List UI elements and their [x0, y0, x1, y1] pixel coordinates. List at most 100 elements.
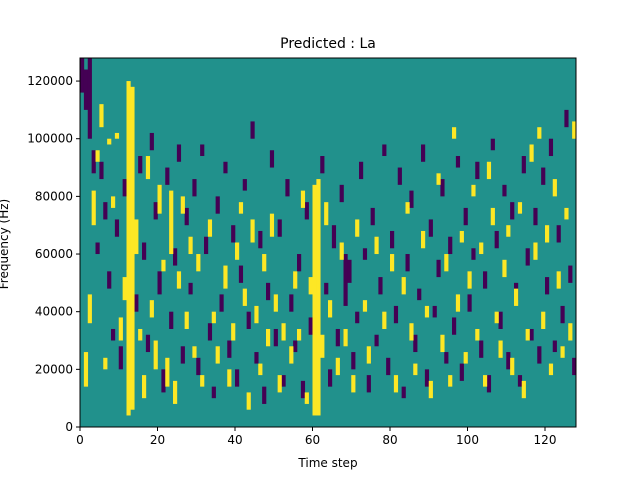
heatmap-cell-low	[215, 196, 220, 214]
heatmap-cell-high	[215, 346, 220, 364]
heatmap-cell-high	[87, 294, 92, 324]
heatmap-cell-high	[424, 305, 430, 318]
heatmap-cell-low	[293, 340, 298, 353]
heatmap-cell-high	[266, 328, 271, 347]
heatmap-cell-high	[153, 340, 158, 370]
heatmap-cell-low	[440, 179, 445, 197]
heatmap-cell-high	[514, 288, 519, 306]
heatmap-cell-low	[545, 277, 550, 295]
heatmap-cell-high	[339, 242, 344, 260]
heatmap-cell-low	[184, 207, 189, 226]
heatmap-cell-low	[424, 369, 430, 387]
heatmap-cell-high	[506, 225, 511, 237]
heatmap-cell-low	[153, 202, 158, 220]
heatmap-cell-high	[273, 294, 278, 312]
heatmap-cell-low	[231, 225, 236, 243]
heatmap-cell-low	[382, 144, 387, 157]
heatmap-cell-low	[374, 334, 379, 347]
heatmap-cell-high	[91, 190, 96, 226]
heatmap-cell-high	[366, 346, 371, 364]
heatmap-cell-low	[281, 375, 286, 387]
heatmap-cell-high	[277, 375, 282, 393]
heatmap-cell-low	[173, 248, 178, 266]
heatmap-cell-high	[525, 328, 530, 341]
heatmap-cell-high	[440, 334, 445, 353]
heatmap-cell-low	[149, 132, 154, 151]
heatmap-cell-low	[142, 242, 147, 260]
heatmap-cell-high	[242, 288, 247, 306]
y-tick-label: 80000	[35, 189, 73, 203]
heatmap-cell-high	[211, 311, 216, 324]
heatmap-cell-low	[204, 236, 209, 255]
heatmap-cell-low	[444, 352, 449, 364]
heatmap-cell-high	[99, 104, 104, 128]
heatmap-cell-low	[362, 248, 368, 260]
heatmap-cell-low	[405, 254, 410, 272]
heatmap-cell-low	[258, 230, 263, 249]
heatmap-cells	[80, 58, 577, 427]
heatmap-cell-high	[262, 254, 267, 272]
heatmap-cell-high	[572, 121, 577, 139]
heatmap-cell-low	[560, 305, 565, 324]
heatmap-cell-high	[560, 346, 565, 358]
heatmap-cell-low	[552, 340, 557, 353]
heatmap-cell-high	[537, 127, 542, 139]
heatmap-cell-low	[254, 352, 259, 364]
heatmap-cell-high	[157, 184, 162, 214]
heatmap-cell-low	[219, 294, 224, 312]
heatmap-cell-high	[463, 352, 468, 364]
heatmap-cell-low	[269, 150, 275, 168]
heatmap-cell-low	[521, 156, 526, 174]
heatmap-cell-low	[95, 242, 100, 255]
heatmap-cell-high	[107, 138, 112, 145]
heatmap-cell-high	[444, 254, 449, 272]
heatmap-background	[80, 58, 576, 427]
heatmap-cell-low	[331, 225, 337, 249]
x-tick-label: 0	[76, 433, 84, 447]
heatmap-cell-high	[483, 375, 488, 387]
heatmap-cell-high	[149, 300, 154, 318]
heatmap-cell-low	[463, 207, 468, 226]
heatmap-cell-low	[483, 271, 488, 289]
heatmap-cell-high	[308, 277, 313, 295]
heatmap-cell-low	[134, 294, 139, 312]
heatmap-cell-low	[238, 265, 244, 283]
heatmap-cell-low	[242, 179, 247, 191]
heatmap-cell-low	[99, 161, 104, 180]
heatmap-cell-high	[254, 305, 259, 324]
heatmap-cell-high	[475, 328, 480, 341]
y-tick-label: 0	[65, 420, 73, 434]
heatmap-cell-low	[510, 202, 515, 220]
heatmap-cell-high	[300, 190, 306, 208]
heatmap-cell-low	[421, 144, 426, 162]
heatmap-cell-low	[556, 225, 561, 243]
heatmap-cell-low	[432, 305, 437, 318]
heatmap-cell-high	[521, 380, 526, 399]
heatmap-cell-high	[235, 242, 240, 260]
heatmap-cell-low	[366, 375, 371, 393]
heatmap-cell-low	[277, 219, 282, 237]
heatmap-cell-high	[548, 363, 554, 376]
heatmap-cell-low	[564, 109, 569, 128]
y-tick-label: 60000	[35, 247, 73, 261]
heatmap-cell-low	[192, 179, 197, 197]
heatmap-cell-low	[165, 167, 170, 185]
heatmap-cell-high	[281, 323, 286, 341]
heatmap-cell-low	[320, 156, 325, 174]
heatmap-cell-high	[316, 179, 321, 416]
heatmap-cell-high	[486, 161, 492, 180]
heatmap-cell-high	[405, 202, 410, 214]
heatmap-cell-high	[289, 346, 294, 364]
heatmap-cell-high	[564, 207, 569, 220]
heatmap-cell-high	[173, 380, 178, 404]
heatmap-cell-low	[266, 282, 271, 301]
heatmap-cell-low	[227, 340, 232, 358]
heatmap-cell-low	[525, 248, 530, 266]
heatmap-cell-low	[114, 219, 120, 237]
heatmap-cell-high	[258, 363, 263, 376]
heatmap-cell-low	[401, 386, 406, 399]
heatmap-cell-high	[297, 328, 302, 341]
y-tick-label: 120000	[27, 74, 73, 88]
heatmap-cell-low	[537, 346, 542, 364]
heatmap-cell-low	[188, 282, 193, 295]
